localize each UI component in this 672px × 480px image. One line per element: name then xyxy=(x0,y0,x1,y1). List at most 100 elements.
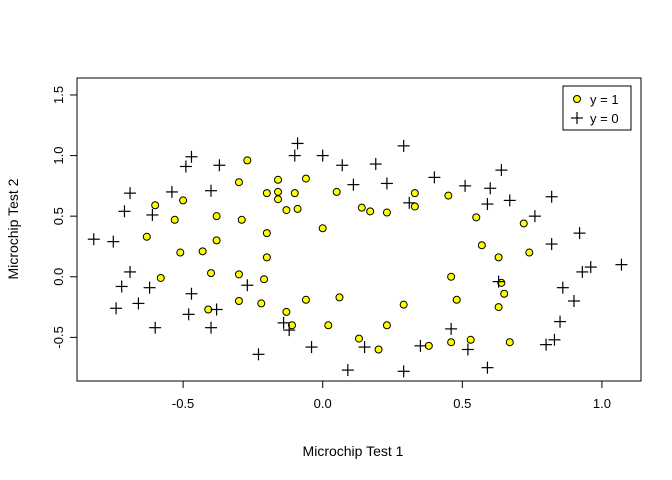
data-point-negative xyxy=(347,178,360,191)
data-point-positive xyxy=(399,300,408,309)
data-point-negative xyxy=(358,341,371,354)
data-point-positive xyxy=(382,321,391,330)
data-point-positive xyxy=(257,299,266,308)
data-point-positive xyxy=(494,303,503,312)
data-point-positive xyxy=(444,191,453,200)
data-point-negative xyxy=(576,265,589,278)
data-point-negative xyxy=(336,159,349,172)
data-point-negative xyxy=(165,185,178,198)
data-point-positive xyxy=(301,174,310,183)
data-point-negative xyxy=(397,365,410,378)
data-point-negative xyxy=(115,280,128,293)
data-point-negative xyxy=(503,194,516,207)
data-point-negative xyxy=(288,149,301,162)
legend-circle-marker xyxy=(573,95,581,103)
data-point-negative xyxy=(584,261,597,274)
data-point-positive xyxy=(301,295,310,304)
data-point-negative xyxy=(461,343,474,356)
data-point-positive xyxy=(452,295,461,304)
data-point-positive xyxy=(142,232,151,241)
data-point-negative xyxy=(492,275,505,288)
data-point-positive xyxy=(274,187,283,196)
data-point-negative xyxy=(107,235,120,248)
data-point-positive xyxy=(287,321,296,330)
data-point-negative xyxy=(305,341,318,354)
data-point-negative xyxy=(528,210,541,223)
data-point-negative xyxy=(277,316,290,329)
legend: y = 1 y = 0 xyxy=(562,85,632,131)
data-point-positive xyxy=(290,189,299,198)
data-point-positive xyxy=(410,202,419,211)
data-point-negative xyxy=(316,149,329,162)
data-point-negative xyxy=(428,171,441,184)
data-point-positive xyxy=(262,229,271,238)
data-point-positive xyxy=(176,248,185,257)
data-point-negative xyxy=(241,279,254,292)
data-point-positive xyxy=(262,189,271,198)
data-point-negative xyxy=(615,258,628,271)
data-point-positive xyxy=(274,175,283,184)
data-point-negative xyxy=(182,308,195,321)
data-point-negative xyxy=(573,227,586,240)
data-point-negative xyxy=(185,150,198,163)
data-point-positive xyxy=(447,338,456,347)
data-point-positive xyxy=(357,203,366,212)
data-point-positive xyxy=(324,321,333,330)
data-point-positive xyxy=(525,248,534,257)
legend-label-y1: y = 1 xyxy=(590,92,619,107)
data-point-negative xyxy=(548,333,561,346)
data-point-negative xyxy=(481,361,494,374)
data-point-positive xyxy=(170,215,179,224)
data-point-positive xyxy=(234,270,243,279)
data-point-negative xyxy=(495,164,508,177)
data-point-negative xyxy=(554,315,567,328)
data-point-negative xyxy=(87,233,100,246)
data-point-positive xyxy=(466,335,475,344)
data-point-negative xyxy=(369,158,382,171)
x-axis: -0.5 0.0 0.5 1.0 xyxy=(172,380,611,411)
data-point-negative xyxy=(146,208,159,221)
data-point-negative xyxy=(252,348,265,361)
data-point-positive xyxy=(282,307,291,316)
data-point-negative xyxy=(484,182,497,195)
data-point-negative xyxy=(283,324,296,337)
data-point-positive xyxy=(212,212,221,221)
points-layer xyxy=(87,137,628,378)
data-point-positive xyxy=(212,236,221,245)
data-point-negative xyxy=(213,159,226,172)
data-point-positive xyxy=(156,273,165,282)
data-point-positive xyxy=(318,224,327,233)
y-tick-label: 0.5 xyxy=(51,207,66,225)
data-point-negative xyxy=(556,281,569,294)
data-point-negative xyxy=(459,179,472,192)
data-point-positive xyxy=(366,207,375,216)
data-point-negative xyxy=(397,139,410,152)
y-axis-label: Microchip Test 2 xyxy=(5,178,21,279)
data-point-negative xyxy=(143,281,156,294)
data-point-negative xyxy=(540,338,553,351)
data-point-positive xyxy=(494,253,503,262)
legend-label-y0: y = 0 xyxy=(590,111,619,126)
data-point-negative xyxy=(341,364,354,377)
data-point-negative xyxy=(149,321,162,334)
data-point-positive xyxy=(505,338,514,347)
data-point-positive xyxy=(293,204,302,213)
data-point-positive xyxy=(355,334,363,343)
data-point-positive xyxy=(207,269,216,278)
data-point-positive xyxy=(151,201,160,210)
data-point-positive xyxy=(472,213,481,222)
data-point-negative xyxy=(481,198,494,211)
data-point-positive xyxy=(382,208,391,217)
data-point-positive xyxy=(179,196,188,205)
data-point-negative xyxy=(567,295,580,308)
data-point-negative xyxy=(291,137,304,150)
data-point-positive xyxy=(234,297,243,306)
data-point-negative xyxy=(210,303,223,316)
data-point-positive xyxy=(198,247,207,256)
legend-plus-marker xyxy=(571,112,583,124)
data-point-positive xyxy=(335,293,344,302)
data-point-positive xyxy=(274,195,283,204)
data-point-negative xyxy=(124,187,137,200)
legend-box xyxy=(562,85,632,131)
